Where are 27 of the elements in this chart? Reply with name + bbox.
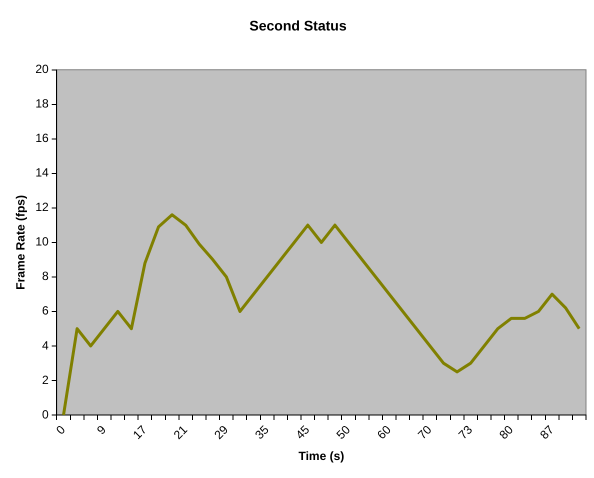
y-tick-label: 16 [35, 131, 50, 146]
y-tick-label: 18 [35, 96, 50, 111]
x-tick-label: 0 [53, 422, 68, 438]
x-tick-label: 50 [334, 422, 354, 442]
y-tick-label: 0 [42, 407, 50, 422]
y-tick-label: 20 [35, 62, 50, 76]
y-tick-label: 12 [35, 200, 50, 214]
y-tick-label: 6 [42, 304, 50, 318]
x-tick-label: 60 [374, 422, 394, 442]
x-tick-label: 17 [130, 422, 150, 442]
x-tick-label: 80 [496, 422, 516, 442]
x-tick-label: 35 [252, 422, 272, 442]
y-tick-label: 10 [35, 234, 50, 249]
x-axis-title: Time (s) [298, 449, 344, 464]
x-tick-label: 87 [537, 422, 557, 442]
x-tick-label: 73 [456, 422, 476, 442]
x-tick-label: 70 [415, 422, 435, 442]
y-axis-title: Frame Rate (fps) [14, 195, 28, 290]
y-tick-label: 4 [42, 338, 50, 352]
x-tick-label: 9 [94, 422, 109, 438]
x-tick-label: 29 [211, 422, 232, 442]
y-tick-label: 2 [42, 372, 50, 387]
x-tick-label: 45 [292, 422, 312, 442]
y-tick-label: 8 [42, 269, 50, 284]
x-tick-label: 21 [170, 422, 190, 442]
chart-title: Second Status [249, 17, 347, 34]
y-tick-label: 14 [35, 166, 50, 180]
